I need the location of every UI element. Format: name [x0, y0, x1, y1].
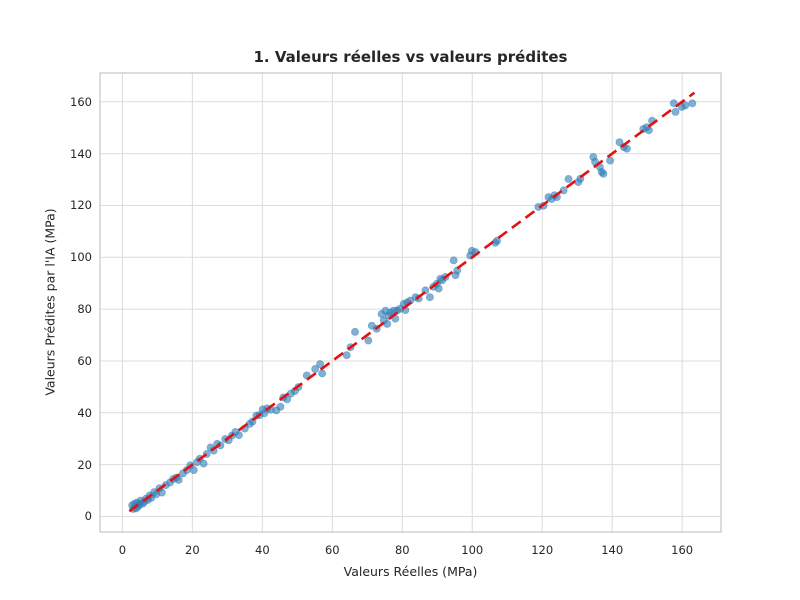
y-tick-label: 60 — [77, 353, 92, 368]
data-point — [622, 144, 631, 153]
y-tick-label: 140 — [70, 146, 92, 161]
x-tick-label: 20 — [185, 543, 200, 557]
x-tick-label: 160 — [671, 543, 694, 557]
data-point — [671, 107, 680, 116]
x-tick-label: 120 — [531, 543, 554, 557]
y-tick-label: 40 — [77, 405, 92, 420]
plot-frame — [99, 72, 722, 533]
data-point — [199, 459, 208, 468]
y-tick-label: 100 — [70, 250, 92, 265]
x-tick-label: 80 — [394, 543, 410, 557]
y-tick-label: 160 — [70, 94, 92, 109]
data-point — [316, 360, 325, 369]
data-point — [606, 156, 615, 165]
data-point — [434, 284, 443, 293]
data-point — [342, 351, 351, 360]
data-point — [681, 101, 690, 110]
data-point — [425, 293, 434, 302]
chart-title: 1. Valeurs réelles vs valeurs prédites — [253, 48, 568, 66]
data-point — [449, 256, 458, 265]
x-tick-label: 0 — [118, 543, 127, 557]
data-point — [599, 169, 608, 178]
data-point — [644, 126, 653, 135]
data-point — [276, 402, 285, 411]
data-point — [350, 327, 359, 336]
x-tick-label: 140 — [601, 543, 624, 557]
x-tick-label: 60 — [324, 543, 340, 557]
data-point — [157, 488, 166, 497]
identity-line — [128, 91, 696, 513]
y-tick-label: 80 — [77, 302, 92, 317]
data-point — [234, 431, 243, 440]
data-point — [615, 138, 624, 147]
data-point — [364, 336, 373, 345]
x-axis-label: Valeurs Réelles (MPa) — [343, 564, 478, 579]
y-tick-label: 0 — [84, 509, 92, 524]
x-tick-label: 100 — [461, 543, 484, 557]
data-point — [383, 319, 392, 328]
y-tick-label: 120 — [70, 198, 92, 213]
y-tick-label: 20 — [77, 457, 92, 472]
data-point — [318, 369, 327, 378]
data-point — [564, 174, 573, 183]
scatter-points — [128, 99, 697, 513]
x-tick-label: 40 — [255, 543, 270, 557]
data-point — [189, 466, 198, 475]
data-point — [688, 99, 697, 108]
